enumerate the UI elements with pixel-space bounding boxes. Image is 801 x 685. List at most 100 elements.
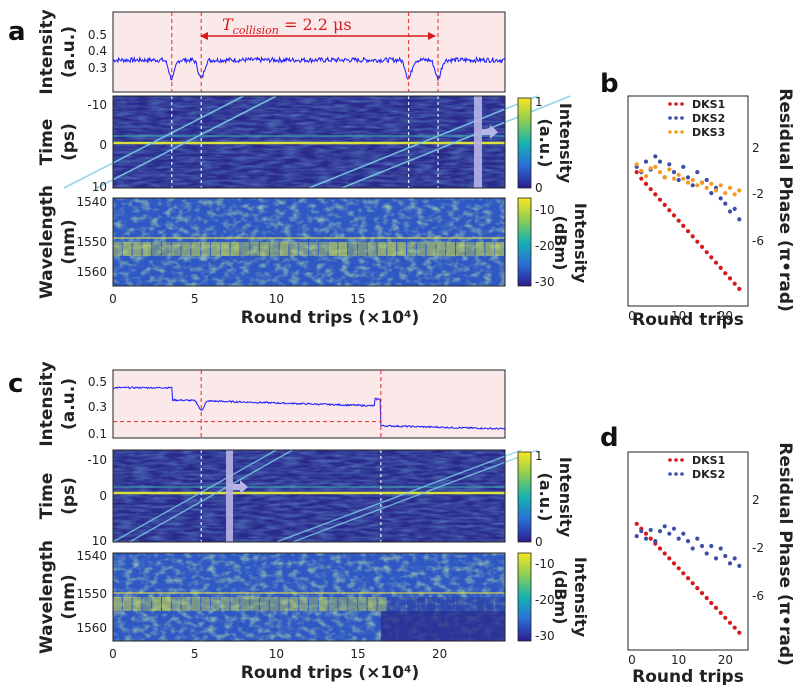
spectral-band <box>260 242 269 256</box>
xlabel-a: Round trips (×10⁴) <box>241 308 420 328</box>
spectral-band <box>465 597 475 611</box>
legend-marker <box>680 472 684 476</box>
data-point-dks2 <box>634 534 639 539</box>
y-tick-label: 0.3 <box>88 61 107 75</box>
cbar-tick-label: -20 <box>535 593 555 607</box>
spectral-band <box>181 242 191 256</box>
x-tick-label: 10 <box>671 309 686 323</box>
spectral-band <box>230 242 240 256</box>
spectral-band <box>191 597 201 611</box>
spectral-band <box>260 597 269 611</box>
ylabel-a-int: Intensity <box>37 9 57 94</box>
data-point-dks3 <box>643 174 649 179</box>
spectral-band <box>211 242 220 256</box>
cbar-tick-label: -30 <box>535 629 555 643</box>
spectral-band <box>162 597 171 611</box>
spectral-band <box>348 242 357 256</box>
data-point-dks1 <box>643 531 649 536</box>
data-point-dks1 <box>723 271 728 276</box>
panel-a-wavelength-map: 1540 1550 1560 0 5 10 15 20 Round trips (×10… <box>76 195 506 328</box>
spectral-band <box>289 242 299 256</box>
y-tick-label: 0.3 <box>88 400 107 414</box>
data-point-dks2 <box>690 183 695 188</box>
ylabel-c-time: Time <box>37 473 57 520</box>
panel-c-time-colorbar: 1 0 Intensity (a.u.) <box>517 449 575 549</box>
ylabel-c-time-unit: (ps) <box>59 477 79 515</box>
ylabel-a-time: Time <box>37 119 57 166</box>
cbar-tick-label: -10 <box>535 557 555 571</box>
ylabel-b: Residual Phase (π•rad) <box>775 88 795 312</box>
data-point-dks3 <box>685 180 691 185</box>
data-point-dks1 <box>737 630 742 635</box>
spectral-band <box>485 242 495 256</box>
data-point-dks1 <box>699 591 705 596</box>
y-tick-label: 0 <box>99 489 107 503</box>
legend-marker <box>668 472 672 476</box>
spectral-band <box>113 597 122 611</box>
data-point-dks1 <box>648 536 653 541</box>
spectral-band <box>338 242 348 256</box>
spectral-band <box>318 597 328 611</box>
data-point-dks1 <box>713 605 719 611</box>
panel-c-wavelength-colorbar: -10 -20 -30 Intensity (dBm) <box>517 552 590 643</box>
spectral-band <box>269 597 279 611</box>
spectral-band <box>446 597 455 611</box>
panel-label-c: c <box>8 369 23 399</box>
spectral-band <box>397 597 406 611</box>
spectral-band <box>328 242 338 256</box>
data-point-dks1 <box>690 234 695 239</box>
data-point-dks1 <box>662 202 667 207</box>
data-point-dks2 <box>737 217 742 222</box>
data-point-dks1 <box>634 170 639 175</box>
y-tick-label: 1540 <box>76 549 107 563</box>
spectral-band <box>201 597 210 611</box>
data-point-dks1 <box>685 229 691 234</box>
legend-marker <box>674 458 678 462</box>
data-point-dks1 <box>695 239 700 244</box>
data-point-dks2 <box>690 546 695 551</box>
y-tick-label: 10 <box>92 534 107 548</box>
y-tick-label: -10 <box>87 98 107 112</box>
intensity-trace-line <box>112 55 506 83</box>
panel-label-a: a <box>8 17 26 47</box>
spectral-band <box>122 242 132 256</box>
cbar-tick-label: 1 <box>535 449 543 463</box>
spectral-band <box>142 242 152 256</box>
data-point-dks3 <box>713 188 719 193</box>
spectral-band <box>132 597 142 611</box>
spectral-band <box>367 597 377 611</box>
data-point-dks2 <box>662 524 667 529</box>
data-point-dks2 <box>676 177 681 183</box>
drifting-soliton-trace <box>276 449 522 543</box>
right-arrow-icon <box>233 480 248 494</box>
data-point-dks1 <box>695 586 700 591</box>
data-point-dks2 <box>709 191 714 196</box>
data-point-dks1 <box>634 521 639 526</box>
spectral-band <box>387 597 397 611</box>
y-tick-label: 2 <box>752 493 760 507</box>
data-point-dks1 <box>657 546 663 551</box>
data-point-dks2 <box>685 539 691 544</box>
drifting-soliton-trace <box>128 449 294 543</box>
ylabel-c-wl: Wavelength <box>37 540 57 654</box>
spectral-band <box>230 597 240 611</box>
data-point-dks3 <box>709 181 714 186</box>
data-point-dks1 <box>732 625 737 630</box>
ylabel-a-wl-unit: (nm) <box>59 219 79 264</box>
x-tick-label: 15 <box>350 292 365 306</box>
cbar-tick-label: 1 <box>535 95 543 109</box>
spectral-band <box>142 597 152 611</box>
drifting-soliton-trace <box>63 95 245 189</box>
legend-marker <box>674 102 678 106</box>
legend-marker <box>674 472 678 476</box>
ylabel-d: Residual Phase (π•rad) <box>775 442 795 666</box>
spectral-band <box>191 242 201 256</box>
spectral-band <box>122 597 132 611</box>
y-tick-label: -2 <box>752 541 764 555</box>
spectral-band <box>387 242 397 256</box>
data-point-dks2 <box>709 543 714 549</box>
data-point-dks2 <box>723 201 728 206</box>
data-point-dks2 <box>732 556 737 561</box>
legend-label: DKS1 <box>692 454 725 467</box>
